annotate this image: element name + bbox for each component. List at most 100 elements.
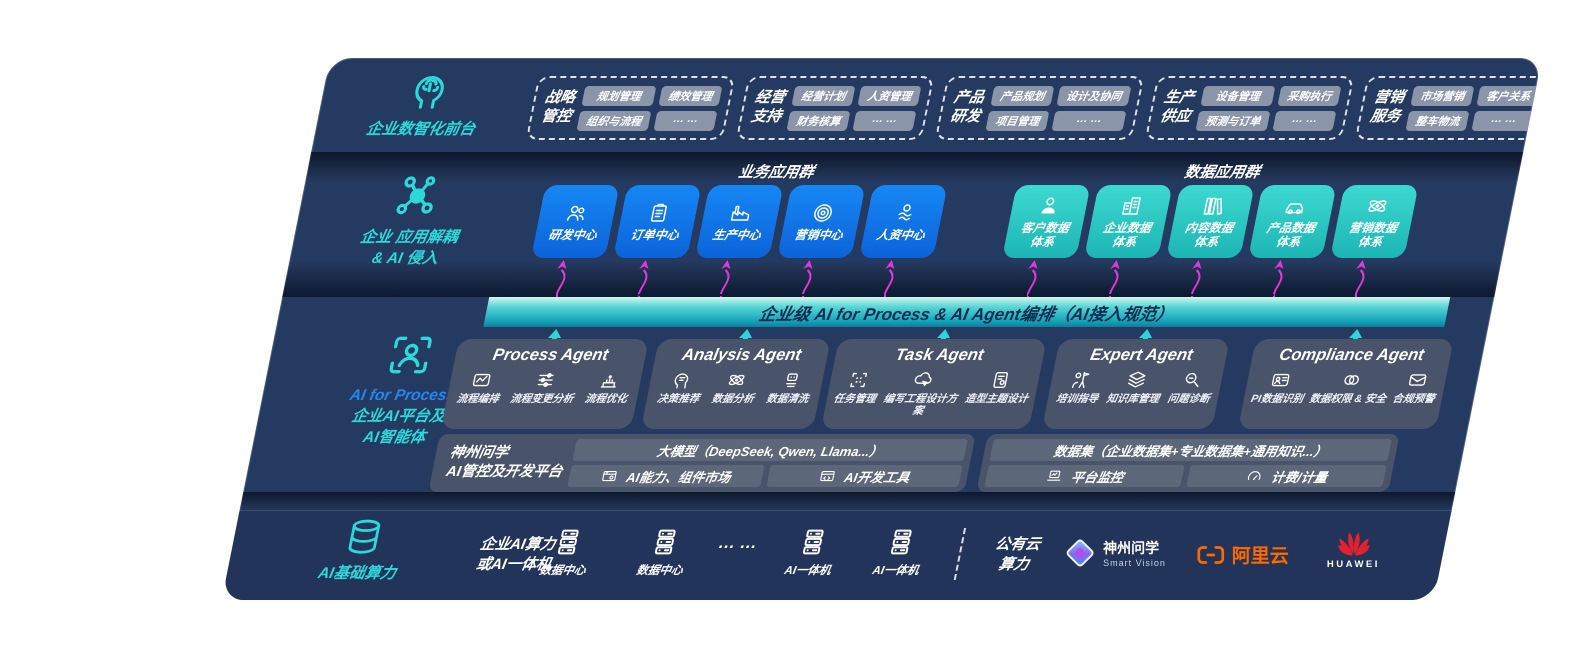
group-operation: 经营 支持 经营计划 人资管理 财务核算 … … bbox=[735, 76, 935, 140]
factory-icon bbox=[730, 205, 750, 221]
infra-label: AI基础算力 bbox=[316, 565, 398, 582]
front-office-rail: 企业数智化前台 bbox=[333, 64, 518, 141]
chip: 组织与流程 bbox=[576, 110, 652, 131]
alicloud-logo: 阿里云 bbox=[1196, 541, 1289, 568]
agent-capability: 流程编排 bbox=[455, 369, 504, 405]
platform-panel-left: 神州问学 AI管控及开发平台 大模型（DeepSeek, Qwen, Llama… bbox=[428, 434, 976, 492]
architecture-panel: 企业数智化前台 战略 管控 规划管理 绩效管理 组织与流程 … … 经营 支持 经营… bbox=[221, 58, 1542, 600]
workflow-chart-icon bbox=[472, 373, 491, 387]
window-gear-icon bbox=[602, 470, 617, 482]
alicloud-bracket-icon bbox=[1197, 545, 1225, 564]
training-icon bbox=[1072, 371, 1090, 389]
compliance-agent-card: Compliance Agent PI数据识别 数据权限 & 安全 合规预警 bbox=[1237, 339, 1454, 429]
monitor-bar: 平台监控 bbox=[984, 465, 1185, 487]
chip: … … bbox=[653, 110, 718, 131]
app-decoupling-label-2: & AI 侵入 bbox=[370, 249, 440, 267]
window-code-icon bbox=[820, 470, 835, 482]
ai-for-process-label: AI for Process bbox=[348, 387, 457, 404]
orchestration-band: 企业级 AI for Process & AI Agent编排（AI接入规范） bbox=[483, 297, 1451, 327]
agent-capability: 决策推荐 bbox=[656, 369, 705, 405]
diagnosis-icon bbox=[1185, 372, 1199, 388]
datacenter-item: 数据中心 bbox=[521, 525, 612, 578]
data-atom-icon bbox=[728, 374, 745, 386]
front-office-groups: 战略 管控 规划管理 绩效管理 组织与流程 … … 经营 支持 经营计划 人资管理 … bbox=[525, 76, 1542, 140]
optimize-icon bbox=[600, 375, 617, 388]
process-agent-card: Process Agent 流程编排 流程变更分析 流程优化 bbox=[440, 339, 649, 429]
smartvision-cn-label: 神州问学 bbox=[1103, 540, 1160, 556]
chip: 整车物流 bbox=[1405, 110, 1470, 131]
person-icon bbox=[1041, 197, 1055, 214]
books-icon bbox=[1203, 197, 1222, 215]
chip: 人资管理 bbox=[857, 85, 922, 106]
agent-capability: 数据权限 & 安全 bbox=[1308, 369, 1392, 405]
agent-capability: 数据清洗 bbox=[765, 369, 814, 405]
model-bar: 大模型（DeepSeek, Qwen, Llama...） bbox=[572, 439, 968, 461]
chip: … … bbox=[1272, 110, 1337, 131]
smartvision-en-label: Smart Vision bbox=[1103, 558, 1166, 568]
box-marketing-center: 营销中心 bbox=[777, 185, 866, 258]
platform-name-label: AI管控及开发平台 bbox=[444, 464, 564, 480]
huawei-label: HUAWEI bbox=[1326, 559, 1380, 570]
dataset-bar: 数据集（企业数据集+专业数据集+通用知识...） bbox=[989, 439, 1392, 461]
chip: … … bbox=[852, 110, 917, 131]
clipboard-icon bbox=[650, 203, 667, 222]
box-hr-center: 人资中心 bbox=[859, 185, 948, 258]
chip: 市场营销 bbox=[1410, 85, 1475, 106]
person-waves-icon bbox=[898, 204, 912, 221]
smartvision-logo: 神州问学 Smart Vision bbox=[1063, 536, 1166, 570]
chip: … … bbox=[1471, 110, 1536, 131]
ai-platform-label-1: 企业AI平台及 bbox=[350, 407, 447, 425]
task-agent-card: Task Agent 任务管理 编写工程设计方案 造型主题设计 bbox=[820, 339, 1047, 429]
group-production-supply: 生产 供应 设备管理 采购执行 预测与订单 … … bbox=[1144, 76, 1355, 140]
chip: … … bbox=[1051, 110, 1127, 131]
design-tablet-icon bbox=[992, 371, 1008, 389]
public-cloud-label: 公有云 算力 bbox=[993, 536, 1042, 573]
team-icon bbox=[566, 205, 585, 221]
agent-capability: 数据分析 bbox=[711, 369, 760, 405]
chip: 经营计划 bbox=[791, 85, 856, 106]
box-content-data: 内容数据 体系 bbox=[1166, 185, 1255, 258]
group-marketing-service: 营销 服务 市场营销 客户关系 整车物流 … … bbox=[1354, 76, 1542, 140]
chip: 项目管理 bbox=[985, 110, 1050, 131]
server-icon bbox=[890, 529, 912, 555]
building-icon bbox=[1122, 196, 1141, 215]
box-production-center: 生产中心 bbox=[695, 185, 784, 258]
app-decoupling-rail: 企业 应用解耦 & AI 侵入 bbox=[318, 170, 508, 270]
agent-capability: 编写工程设计方案 bbox=[878, 369, 966, 417]
agent-capability: 培训指导 bbox=[1055, 369, 1104, 405]
front-office-label: 企业数智化前台 bbox=[364, 121, 477, 138]
sliders-icon bbox=[537, 373, 554, 387]
knowledge-layers-icon bbox=[1127, 371, 1146, 388]
server-icon bbox=[557, 529, 579, 555]
target-icon bbox=[814, 204, 832, 222]
gauge-icon bbox=[1248, 471, 1261, 481]
business-group-title: 业务应用群 bbox=[736, 164, 816, 181]
chip: 预测与订单 bbox=[1195, 110, 1271, 131]
smartvision-diamond-icon bbox=[1066, 539, 1094, 567]
ellipsis-label: … … bbox=[716, 533, 760, 552]
group-strategy: 战略 管控 规划管理 绩效管理 组织与流程 … … bbox=[525, 76, 736, 140]
alert-mail-icon bbox=[1408, 374, 1427, 386]
car-icon bbox=[1285, 202, 1304, 214]
box-customer-data: 客户数据 体系 bbox=[1002, 185, 1091, 258]
orchestration-band-label: 企业级 AI for Process & AI Agent编排（AI接入规范） bbox=[757, 304, 1176, 324]
expert-agent-card: Expert Agent 培训指导 知识库管理 问题诊断 bbox=[1041, 339, 1230, 429]
database-icon bbox=[348, 519, 381, 554]
box-order-center: 订单中心 bbox=[613, 185, 702, 258]
server-icon bbox=[802, 529, 824, 555]
atom-icon bbox=[1368, 199, 1387, 212]
box-marketing-data: 营销数据 体系 bbox=[1330, 185, 1419, 258]
server-icon bbox=[654, 529, 676, 555]
decision-head-icon bbox=[674, 373, 689, 389]
agent-capability: 造型主题设计 bbox=[964, 369, 1034, 405]
head-brain-icon bbox=[415, 75, 444, 109]
person-scan-icon bbox=[389, 336, 432, 374]
billing-bar: 计费/计量 bbox=[1186, 465, 1387, 487]
chip: 设计及协同 bbox=[1056, 85, 1132, 106]
infra-band: AI基础算力 企业AI算力 或AI一体机 数据中心 数据中心 … … AI一体机 bbox=[221, 510, 1452, 600]
id-card-icon bbox=[1272, 373, 1290, 387]
group-product-rd: 产品 研发 产品规划 设计及协同 项目管理 … … bbox=[934, 76, 1145, 140]
ai-platform-label-2: AI智能体 bbox=[361, 428, 427, 446]
alicloud-label: 阿里云 bbox=[1231, 546, 1289, 567]
